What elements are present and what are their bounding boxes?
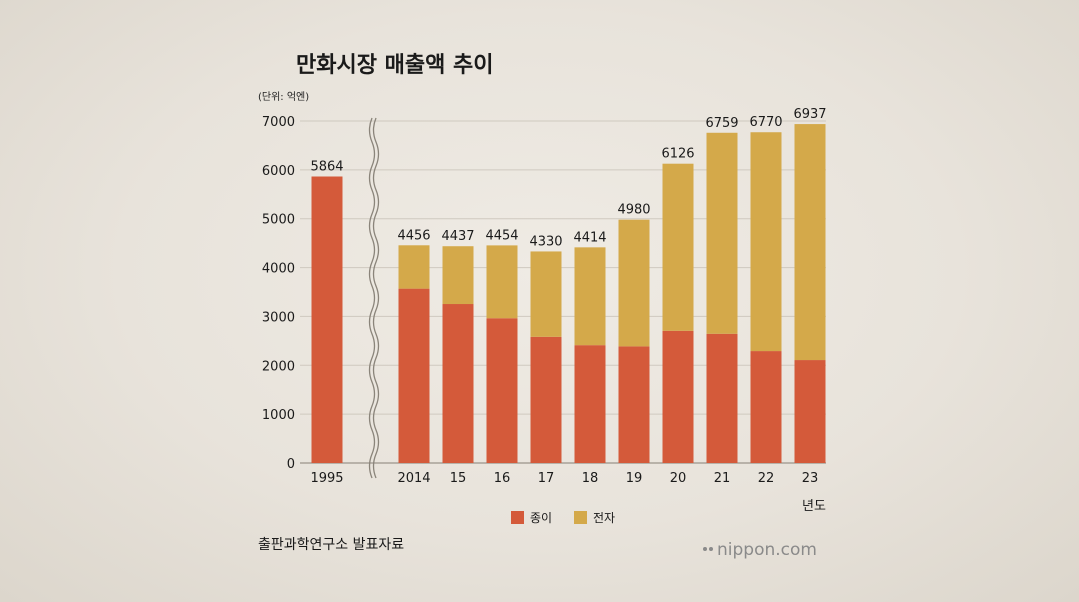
brand-name: nippon [717, 540, 775, 560]
x-tick-label: 20 [670, 471, 687, 486]
bar-digital [442, 246, 474, 305]
y-tick-label: 7000 [262, 115, 295, 130]
bar-paper [618, 346, 650, 463]
bar-digital [750, 132, 782, 352]
x-tick-label: 15 [450, 471, 467, 486]
bar-paper [311, 176, 343, 463]
bar-total-label: 5864 [310, 160, 343, 175]
source-note: 출판과학연구소 발표자료 [258, 537, 404, 553]
bar-paper [706, 333, 738, 463]
bar-digital [398, 245, 430, 289]
bar-digital [618, 219, 650, 347]
bar-paper [662, 330, 694, 463]
x-tick-label: 2014 [397, 471, 430, 486]
x-tick-label: 17 [538, 471, 555, 486]
x-tick-label: 21 [714, 471, 731, 486]
legend-swatch-digital [574, 511, 587, 524]
bar-digital [706, 132, 738, 334]
data-labels: 5864 4456 4437 4454 4330 4414 4980 6126 6759 6770… [310, 107, 826, 249]
y-tick-label: 5000 [262, 213, 295, 228]
chart-title: 만화시장 매출액 추이 [296, 53, 493, 78]
legend-label-paper: 종이 [530, 511, 552, 525]
x-tick-label: 18 [582, 471, 599, 486]
y-tick-label: 3000 [262, 310, 295, 325]
y-axis-ticks: 0 1000 2000 3000 4000 5000 6000 7000 [262, 115, 295, 472]
bar-total-label: 4454 [485, 228, 518, 243]
y-tick-label: 1000 [262, 408, 295, 423]
bar-total-label: 4330 [529, 234, 562, 249]
brand-dot-icon [703, 547, 707, 551]
bar-total-label: 4980 [617, 203, 650, 218]
unit-label: (단위: 억엔) [258, 90, 309, 103]
bars [311, 124, 826, 463]
y-tick-label: 6000 [262, 164, 295, 179]
bar-paper [398, 288, 430, 463]
x-tick-label: 1995 [310, 471, 343, 486]
x-tick-label: 22 [758, 471, 775, 486]
bar-digital [486, 245, 518, 319]
y-tick-label: 4000 [262, 262, 295, 277]
axis-break-icon [368, 117, 376, 479]
y-tick-label: 2000 [262, 359, 295, 374]
legend-swatch-paper [511, 511, 524, 524]
bar-digital [794, 124, 826, 361]
bar-paper [442, 304, 474, 463]
bar-paper [794, 360, 826, 463]
x-tick-label: 19 [626, 471, 643, 486]
bar-digital [530, 251, 562, 337]
brand-dot-icon [709, 547, 713, 551]
bar-total-label: 4414 [573, 230, 606, 245]
x-tick-label: 16 [494, 471, 511, 486]
x-tick-label: 23 [802, 471, 819, 486]
bar-paper [530, 336, 562, 463]
bar-total-label: 6937 [793, 107, 826, 122]
axis-break-icon [372, 117, 380, 479]
grid-lines [300, 120, 826, 464]
legend-label-digital: 전자 [593, 511, 615, 525]
brand-suffix: .com [775, 540, 817, 560]
bar-total-label: 6126 [661, 147, 694, 162]
bar-digital [662, 163, 694, 331]
bar-total-label: 6770 [749, 115, 782, 130]
brand-logo: nippon.com [703, 540, 817, 560]
bar-total-label: 4456 [397, 228, 430, 243]
bar-digital [574, 247, 606, 346]
bar-total-label: 6759 [705, 116, 738, 131]
bar-paper [486, 318, 518, 463]
legend: 종이 전자 [511, 511, 615, 525]
bar-paper [574, 345, 606, 463]
y-tick-label: 0 [287, 457, 295, 472]
bar-total-label: 4437 [441, 229, 474, 244]
x-axis-ticks: 1995 2014 15 16 17 18 19 20 21 22 23 [310, 471, 818, 486]
svg-text:nippon.com: nippon.com [717, 540, 817, 560]
x-axis-label: 년도 [802, 499, 826, 514]
bar-paper [750, 351, 782, 463]
